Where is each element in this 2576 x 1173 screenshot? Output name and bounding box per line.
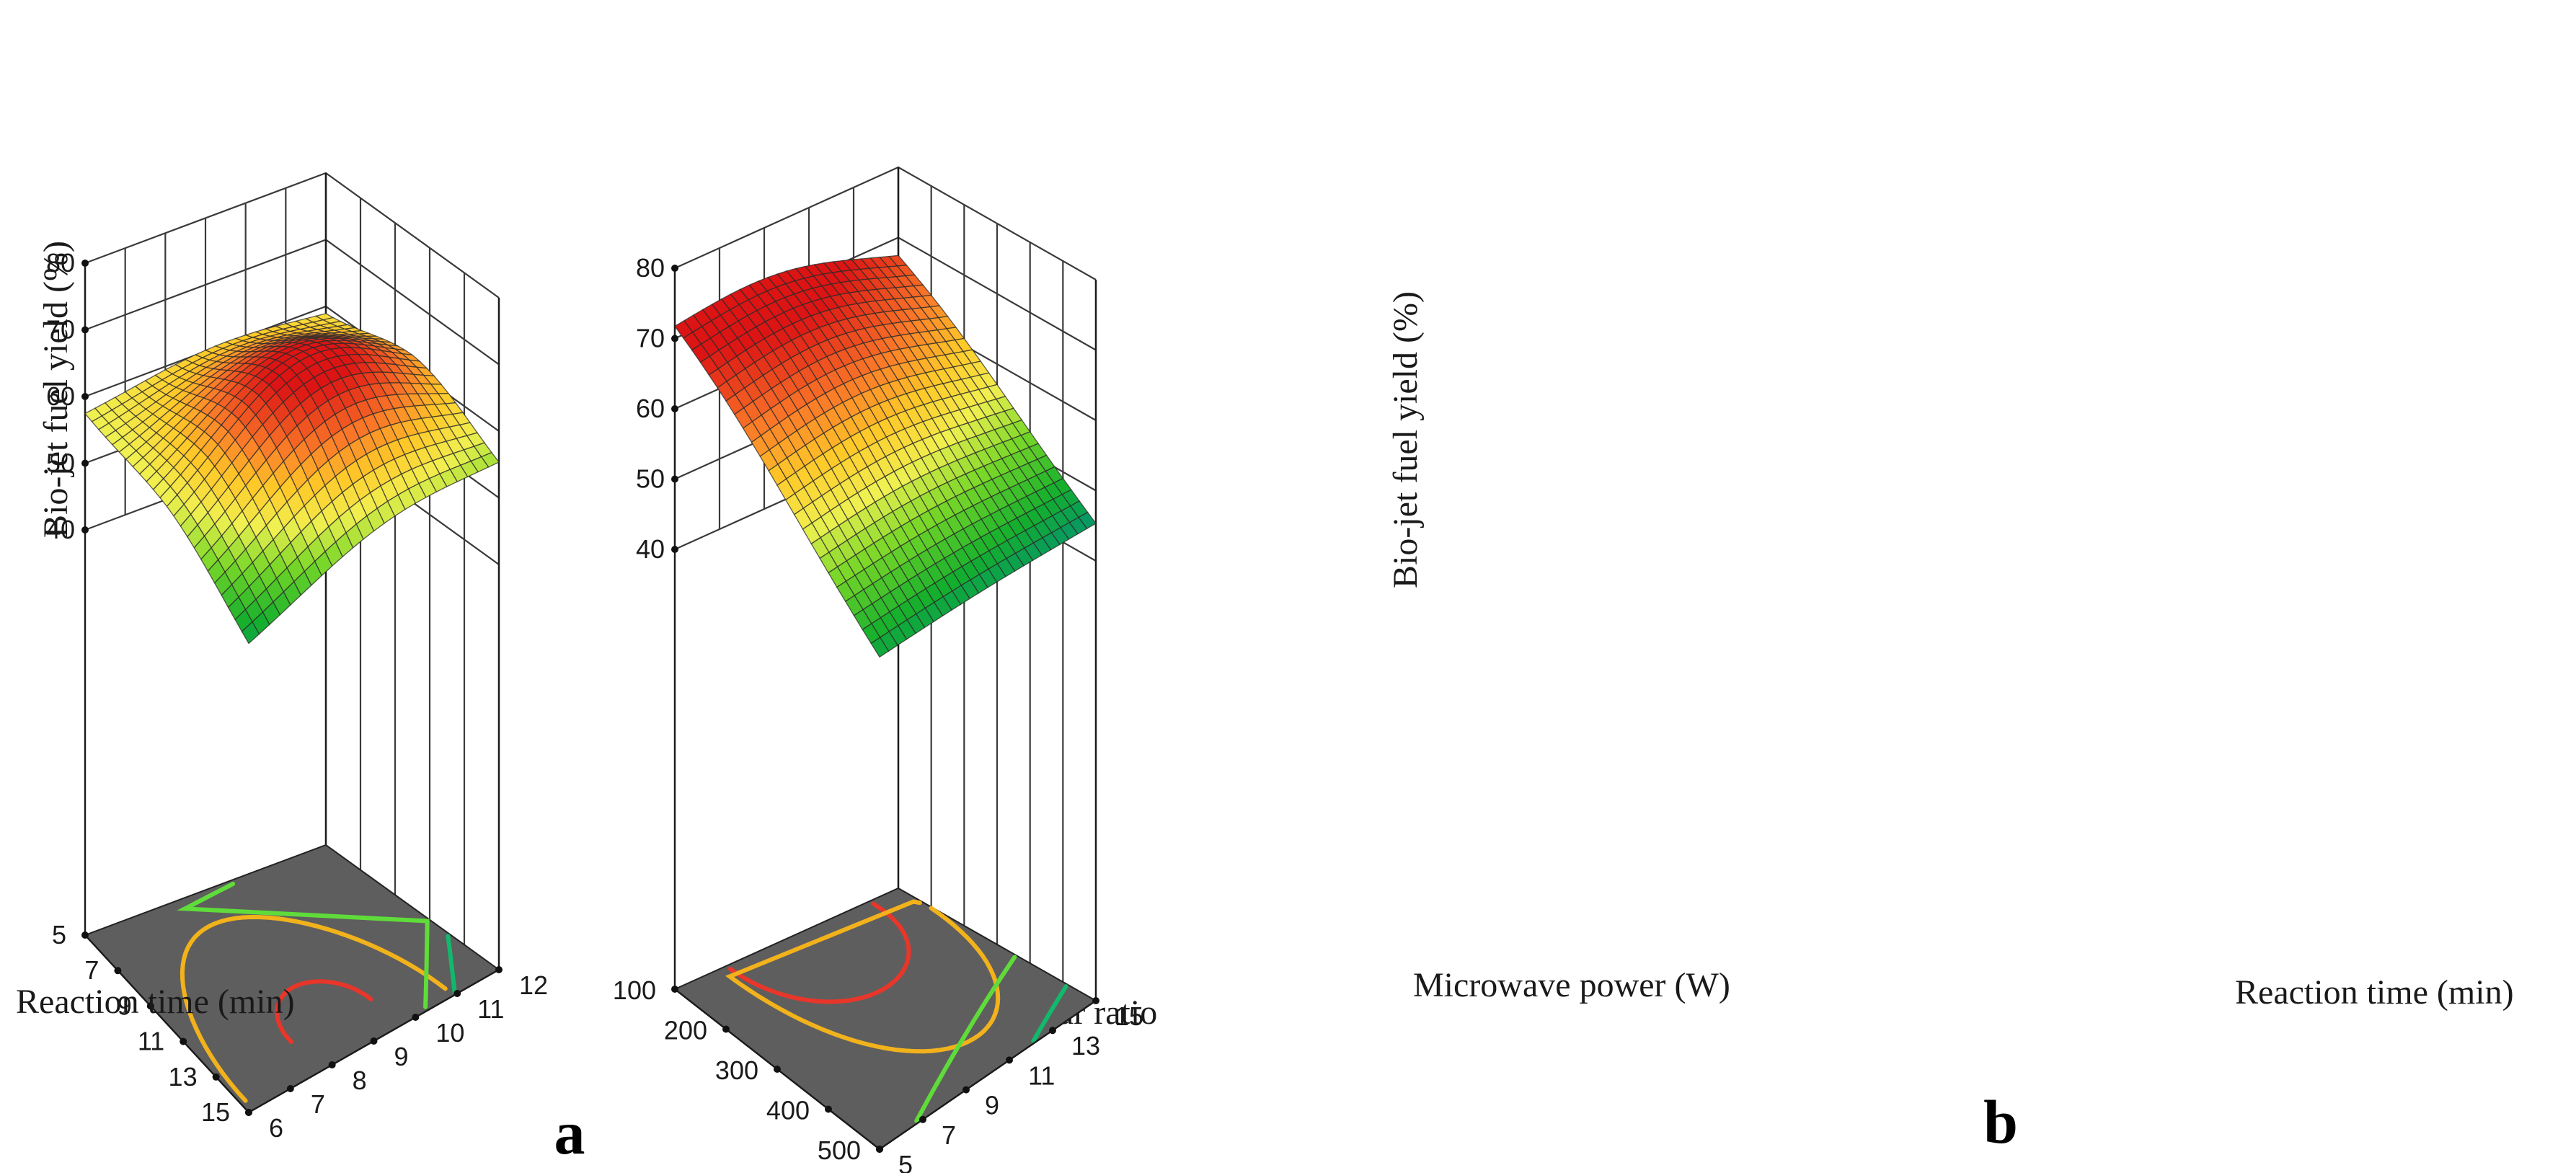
wall-gridline-z bbox=[84, 172, 500, 298]
contour-line-outermost bbox=[446, 934, 457, 995]
y-tick-mark bbox=[286, 1085, 294, 1092]
z-tick-mark bbox=[671, 405, 678, 412]
x-tick-label: 15 bbox=[201, 1097, 230, 1127]
y-tick-mark bbox=[876, 1146, 883, 1153]
panel-a-label: a bbox=[554, 1098, 585, 1167]
z-tick-label: 80 bbox=[636, 253, 665, 283]
contour-line-outer bbox=[914, 955, 1017, 1123]
panel-b-floor bbox=[673, 887, 1097, 1151]
y-tick-label: 7 bbox=[942, 1120, 956, 1150]
panel-a-floor bbox=[84, 844, 500, 1114]
z-tick-mark bbox=[671, 546, 678, 553]
y-tick-label: 9 bbox=[985, 1091, 999, 1120]
x-tick-mark bbox=[722, 1025, 730, 1033]
panel-b-tick-labels: 40 50 60 70 80 100 200 300 400 500 5 79 11 13 15 bbox=[613, 253, 1143, 1173]
z-tick-mark bbox=[81, 260, 89, 267]
panel-b-label: b bbox=[1983, 1087, 2018, 1156]
floor-plane bbox=[673, 887, 1097, 1151]
floor-plane bbox=[84, 844, 500, 1114]
contour-line-innermost bbox=[275, 979, 373, 1045]
y-tick-label: 8 bbox=[353, 1066, 367, 1095]
y-tick-mark bbox=[1006, 1056, 1013, 1064]
y-tick-label: 11 bbox=[477, 994, 504, 1024]
panel-b-contours bbox=[725, 899, 1068, 1123]
y-tick-label: 10 bbox=[435, 1018, 464, 1048]
x-tick-label: 5 bbox=[52, 920, 66, 950]
z-tick-label: 60 bbox=[636, 394, 665, 423]
x-tick-mark bbox=[180, 1037, 187, 1045]
x-tick-mark bbox=[81, 931, 89, 939]
x-tick-label: 9 bbox=[118, 991, 132, 1020]
contour-line-outer bbox=[177, 882, 430, 1009]
y-tick-mark bbox=[245, 1109, 252, 1116]
z-tick-label: 40 bbox=[636, 534, 665, 564]
z-tick-label: 60 bbox=[46, 381, 75, 411]
y-tick-mark bbox=[919, 1115, 926, 1123]
y-tick-label: 7 bbox=[311, 1089, 325, 1119]
z-tick-label: 40 bbox=[46, 515, 75, 544]
x-tick-mark bbox=[774, 1066, 781, 1073]
x-tick-mark bbox=[212, 1073, 220, 1081]
z-tick-mark bbox=[671, 335, 678, 342]
panel-a-xlabel: Reaction time (min) bbox=[16, 983, 295, 1021]
z-tick-mark bbox=[671, 265, 678, 272]
contour-line-innermost bbox=[727, 901, 911, 1004]
surface-patch bbox=[870, 637, 890, 658]
x-tick-label: 7 bbox=[84, 955, 99, 985]
x-tick-label: 200 bbox=[664, 1016, 707, 1045]
z-tick-label: 70 bbox=[636, 324, 665, 353]
x-tick-mark bbox=[825, 1105, 832, 1113]
z-tick-mark bbox=[81, 326, 89, 334]
y-tick-mark bbox=[328, 1061, 336, 1068]
contour-line-middle bbox=[180, 914, 448, 1103]
z-tick-label: 50 bbox=[46, 448, 75, 478]
x-tick-mark bbox=[671, 986, 678, 993]
y-tick-mark bbox=[495, 966, 503, 973]
y-tick-label: 15 bbox=[1115, 1001, 1143, 1031]
z-tick-mark bbox=[81, 393, 89, 400]
z-tick-mark bbox=[671, 475, 678, 483]
y-tick-label: 9 bbox=[394, 1042, 409, 1071]
panel-b: 40 50 60 70 80 100 200 300 400 500 5 79 11 13 15 Bio-j… bbox=[613, 166, 2514, 1173]
y-tick-mark bbox=[412, 1014, 420, 1021]
y-tick-mark bbox=[370, 1037, 378, 1045]
x-tick-label: 100 bbox=[613, 975, 656, 1005]
x-tick-label: 400 bbox=[766, 1096, 810, 1125]
z-tick-mark bbox=[81, 526, 89, 534]
panel-b-zlabel: Bio-jet fuel yield (%) bbox=[1386, 291, 1425, 588]
contour-line-outermost bbox=[1031, 984, 1068, 1043]
panel-b-xlabel: Microwave power (W) bbox=[1413, 966, 1730, 1004]
x-tick-mark bbox=[146, 1002, 154, 1010]
y-tick-label: 11 bbox=[1028, 1061, 1055, 1090]
y-tick-label: 13 bbox=[1071, 1031, 1100, 1061]
panel-b-ylabel: Reaction time (min) bbox=[2235, 973, 2514, 1012]
panel-a-zlabel: Bio-jet fuel yield (%) bbox=[37, 241, 75, 538]
y-tick-mark bbox=[1092, 997, 1099, 1004]
x-tick-label: 11 bbox=[138, 1027, 164, 1056]
panel-a-response-surface bbox=[84, 313, 500, 645]
x-tick-label: 300 bbox=[715, 1055, 758, 1085]
z-tick-label: 70 bbox=[46, 315, 75, 345]
surface-patch bbox=[241, 621, 260, 645]
z-tick-label: 80 bbox=[46, 248, 75, 278]
y-tick-label: 12 bbox=[519, 970, 548, 1000]
x-tick-label: 13 bbox=[169, 1062, 198, 1092]
x-tick-mark bbox=[114, 967, 122, 975]
y-tick-mark bbox=[962, 1086, 970, 1094]
z-tick-label: 50 bbox=[636, 464, 665, 494]
panel-b-response-surface bbox=[674, 254, 1097, 658]
y-tick-mark bbox=[453, 990, 461, 997]
y-tick-label: 6 bbox=[269, 1113, 283, 1143]
y-tick-mark bbox=[1049, 1027, 1056, 1035]
z-tick-mark bbox=[81, 459, 89, 467]
x-tick-label: 500 bbox=[818, 1136, 861, 1165]
panel-a-contours bbox=[177, 882, 457, 1103]
y-tick-label: 5 bbox=[898, 1150, 913, 1173]
